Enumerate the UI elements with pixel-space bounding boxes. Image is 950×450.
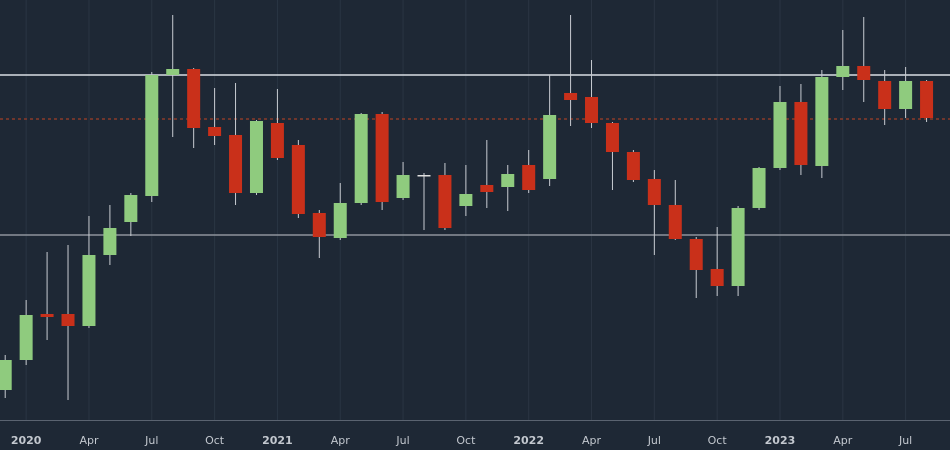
- x-tick-label: Jul: [144, 434, 158, 447]
- candle-body: [396, 175, 410, 198]
- candle-body: [208, 127, 222, 136]
- candle-body: [249, 121, 263, 193]
- candle-body: [312, 213, 326, 237]
- x-tick-label: Oct: [708, 434, 728, 447]
- candle-body: [731, 208, 745, 286]
- x-tick-label: Oct: [456, 434, 476, 447]
- candle-body: [229, 135, 243, 193]
- candle-body: [103, 228, 117, 255]
- candle-body: [417, 175, 431, 177]
- candle-body: [522, 165, 536, 190]
- candle-body: [501, 174, 515, 187]
- candle-body: [438, 175, 452, 228]
- candle-body: [836, 66, 850, 77]
- candle-body: [19, 315, 33, 360]
- candle-body: [626, 152, 640, 180]
- candle-body: [166, 69, 180, 75]
- candle-body: [710, 269, 724, 286]
- x-tick-label: Apr: [833, 434, 853, 447]
- candle-body: [187, 69, 201, 128]
- x-tick-label: 2020: [11, 434, 42, 447]
- x-tick-label: 2022: [513, 434, 544, 447]
- candle-body: [459, 194, 473, 206]
- candle-body: [124, 195, 138, 222]
- candle-body: [333, 203, 347, 238]
- candle-body: [647, 179, 661, 205]
- x-tick-label: 2021: [262, 434, 293, 447]
- candle-body: [543, 115, 557, 179]
- candle-body: [794, 102, 808, 165]
- candle-body: [689, 239, 703, 270]
- candle-body: [480, 185, 494, 192]
- candle-body: [564, 93, 578, 100]
- candle-body: [145, 75, 159, 196]
- candle-body: [857, 66, 871, 80]
- candle-body: [668, 205, 682, 239]
- candle-body: [40, 314, 54, 317]
- x-tick-label: Apr: [331, 434, 351, 447]
- candle-body: [773, 102, 787, 168]
- x-tick-label: 2023: [765, 434, 796, 447]
- x-tick-label: Apr: [79, 434, 99, 447]
- candle-body: [61, 314, 75, 326]
- candle-body: [585, 97, 599, 123]
- candle-body: [878, 81, 892, 109]
- candle-body: [375, 114, 389, 202]
- candle-body: [82, 255, 96, 326]
- candle-body: [605, 123, 619, 152]
- candle-body: [920, 81, 934, 118]
- candle-body: [752, 168, 766, 208]
- x-tick-label: Jul: [395, 434, 409, 447]
- candle-body: [0, 360, 12, 390]
- candle-body: [354, 114, 368, 203]
- x-tick-label: Jul: [898, 434, 912, 447]
- candle-body: [270, 123, 284, 158]
- candle-body: [291, 145, 305, 214]
- x-tick-label: Jul: [647, 434, 661, 447]
- candle-body: [815, 77, 829, 166]
- x-tick-label: Oct: [205, 434, 225, 447]
- candle-body: [899, 81, 913, 109]
- x-tick-label: Apr: [582, 434, 602, 447]
